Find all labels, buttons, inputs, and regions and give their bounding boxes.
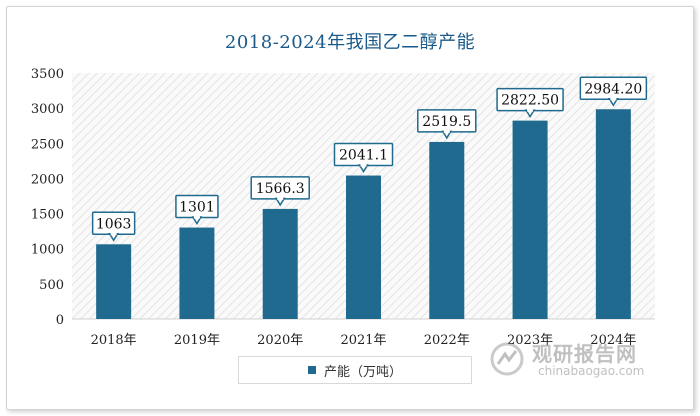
x-tick-label: 2023年 <box>507 333 553 348</box>
x-tick-label: 2024年 <box>590 333 636 348</box>
bar <box>96 244 132 319</box>
x-tick-label: 2021年 <box>340 333 386 348</box>
data-label-pointer-mask <box>610 97 617 101</box>
y-tick-label: 1500 <box>31 208 64 223</box>
legend: 产能（万吨） <box>238 356 472 384</box>
data-label-pointer-mask <box>527 108 534 112</box>
y-tick-label: 3500 <box>31 67 64 82</box>
data-label: 2519.5 <box>422 114 471 130</box>
x-tick-label: 2020年 <box>257 333 303 348</box>
data-label-pointer-mask <box>277 196 284 200</box>
y-tick-label: 3000 <box>31 102 64 117</box>
bar <box>595 109 631 319</box>
data-label-pointer-mask <box>110 232 117 236</box>
chart-title: 2018-2024年我国乙二醇产能 <box>224 32 476 53</box>
data-label: 1063 <box>96 216 132 232</box>
watermark-url: chinabaogao.com <box>538 364 645 378</box>
y-tick-label: 1000 <box>31 243 64 258</box>
legend-label: 产能（万吨） <box>323 364 402 380</box>
legend-swatch <box>307 366 316 374</box>
x-tick-label: 2022年 <box>424 333 470 348</box>
data-label-pointer-mask <box>193 215 200 219</box>
data-label-pointer-mask <box>443 129 450 133</box>
x-tick-label: 2018年 <box>91 333 137 348</box>
data-label: 1301 <box>179 200 215 216</box>
data-label: 1566.3 <box>256 181 305 197</box>
y-tick-label: 500 <box>39 278 64 293</box>
data-label: 2984.20 <box>584 81 642 97</box>
y-tick-label: 0 <box>56 313 64 328</box>
data-label: 2822.50 <box>501 93 559 109</box>
bar <box>429 141 465 319</box>
y-tick-label: 2000 <box>31 172 64 187</box>
watermark-logo-icon <box>490 342 524 376</box>
watermark-brand: 观研报告网 <box>532 342 637 366</box>
bar <box>512 120 548 320</box>
data-label-pointer-mask <box>360 163 367 167</box>
data-label: 2041.1 <box>339 148 388 164</box>
bar <box>179 227 215 319</box>
watermark: 观研报告网 chinabaogao.com <box>490 336 690 386</box>
y-tick-label: 2500 <box>31 137 64 152</box>
bar <box>346 175 381 319</box>
x-tick-label: 2019年 <box>174 333 220 348</box>
bar <box>262 208 298 319</box>
